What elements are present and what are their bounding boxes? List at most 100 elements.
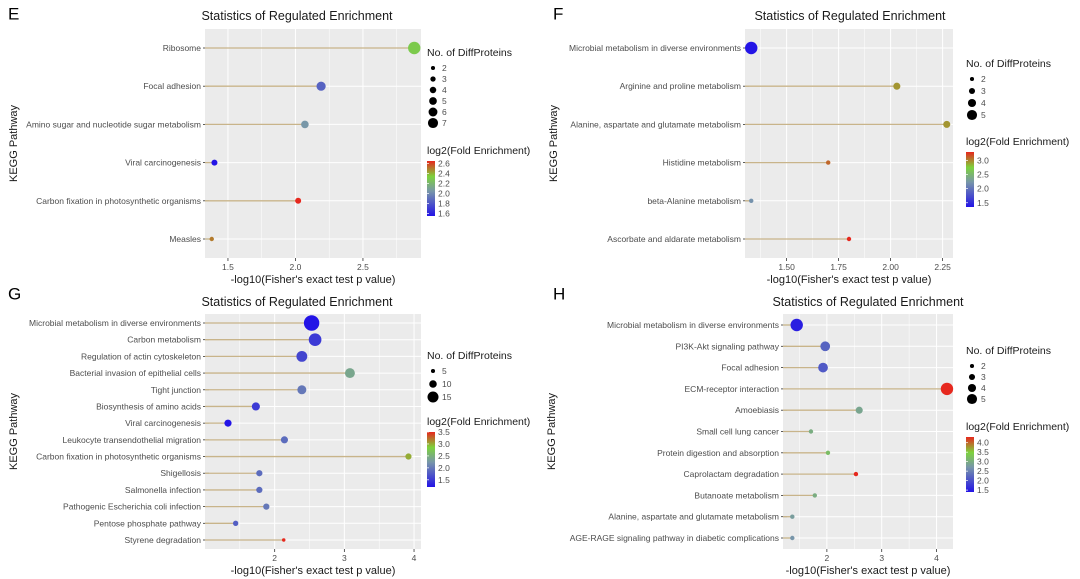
y-axis-label: KEGG Pathway	[548, 104, 560, 182]
size-legend-dot	[429, 86, 437, 94]
data-point	[224, 419, 232, 427]
color-legend-label: 1.5	[977, 198, 989, 208]
data-point	[251, 402, 260, 411]
data-point	[818, 362, 828, 373]
category-label: Shigellosis	[160, 468, 201, 478]
x-tick-label: 1.50	[778, 262, 795, 272]
size-legend-label: 3	[442, 74, 447, 84]
color-legend-label: 3.0	[438, 439, 450, 449]
plot-background	[745, 29, 953, 258]
color-legend-label: 1.8	[438, 199, 450, 209]
panel-F: F 1.50 1.75 2.00 2.25 Statistics of Regulated…	[548, 5, 1069, 287]
data-point	[296, 350, 308, 362]
x-tick-label: 4	[934, 553, 939, 563]
size-legend-title: No. of DiffProteins	[966, 58, 1051, 70]
category-label: Leukocyte transendothelial migration	[63, 435, 202, 445]
category-label: Ribosome	[163, 43, 202, 53]
size-legend-label: 5	[981, 394, 986, 404]
category-label: Pentose phosphate pathway	[94, 518, 202, 528]
size-legend-dot	[427, 117, 439, 129]
data-point	[232, 520, 239, 526]
category-label: Carbon metabolism	[127, 335, 201, 345]
color-legend-label: 1.5	[977, 485, 989, 495]
size-legend-label: 5	[981, 110, 986, 120]
size-legend-label: 4	[442, 85, 447, 95]
color-legend-label: 1.5	[438, 475, 450, 485]
panel-letter: F	[553, 5, 563, 24]
size-legend-dot	[429, 97, 437, 105]
color-legend-label: 2.5	[977, 466, 989, 476]
size-legend-label: 4	[981, 98, 986, 108]
category-label: Caprolactam degradation	[684, 469, 780, 479]
color-legend-label: 2.2	[438, 179, 450, 189]
size-legend-label: 3	[981, 86, 986, 96]
category-label: Amino sugar and nucleotide sugar metabol…	[26, 119, 201, 129]
data-point	[256, 486, 263, 494]
size-legend-dot	[969, 76, 975, 82]
color-legend-title: log2(Fold Enrichment)	[966, 421, 1069, 433]
x-tick-label: 2.25	[934, 262, 951, 272]
data-point	[825, 450, 831, 455]
category-label: Protein digestion and absorption	[657, 448, 779, 458]
chart-title: Statistics of Regulated Enrichment	[772, 295, 964, 309]
size-legend-title: No. of DiffProteins	[427, 47, 512, 59]
color-legend-label: 2.4	[438, 169, 450, 179]
category-label: Carbon fixation in photosynthetic organi…	[36, 452, 201, 462]
category-label: PI3K-Akt signaling pathway	[676, 341, 780, 351]
category-label: Alanine, aspartate and glutamate metabol…	[608, 512, 779, 522]
color-bar	[427, 161, 435, 216]
size-legend-label: 2	[981, 361, 986, 371]
size-legend-label: 15	[442, 392, 452, 402]
data-point	[295, 197, 302, 204]
x-tick-label: 2	[272, 553, 277, 563]
category-label: ECM-receptor interaction	[685, 384, 780, 394]
color-legend-title: log2(Fold Enrichment)	[427, 416, 530, 428]
x-axis-label: -log10(Fisher's exact test p value)	[786, 565, 951, 577]
size-legend-dot	[430, 368, 436, 374]
size-legend-label: 5	[442, 366, 447, 376]
x-tick-label: 1.5	[222, 262, 234, 272]
size-legend-label: 5	[442, 96, 447, 106]
size-legend-dot	[967, 383, 977, 393]
category-label: Focal adhesion	[721, 363, 779, 373]
size-legend-dot	[966, 109, 978, 121]
size-legend-title: No. of DiffProteins	[966, 345, 1051, 357]
panel-letter: E	[8, 5, 19, 24]
data-point	[826, 160, 831, 165]
data-point	[790, 514, 795, 519]
data-point	[211, 159, 218, 166]
x-tick-label: 1.75	[830, 262, 847, 272]
size-legend-label: 10	[442, 379, 452, 389]
size-legend-dot	[430, 76, 436, 82]
color-legend-label: 3.0	[977, 457, 989, 467]
category-label: Viral carcinogenesis	[125, 418, 201, 428]
color-legend-label: 1.6	[438, 209, 450, 219]
data-point	[408, 41, 421, 55]
size-legend-label: 2	[981, 74, 986, 84]
color-legend-label: 2.5	[977, 170, 989, 180]
data-point	[281, 538, 286, 542]
size-legend-dot	[430, 65, 436, 71]
category-label: Tight junction	[151, 385, 202, 395]
x-tick-label: 2.0	[290, 262, 302, 272]
size-legend-label: 2	[442, 63, 447, 73]
data-point	[820, 341, 831, 352]
size-legend-title: No. of DiffProteins	[427, 350, 512, 362]
color-legend-label: 3.5	[438, 427, 450, 437]
data-point	[316, 81, 326, 91]
category-label: Biosynthesis of amino acids	[96, 401, 201, 411]
category-label: Bacterial invasion of epithelial cells	[70, 368, 201, 378]
size-legend-label: 7	[442, 118, 447, 128]
color-legend-label: 2.0	[438, 463, 450, 473]
category-label: Pathogenic Escherichia coli infection	[63, 502, 201, 512]
data-point	[749, 198, 754, 203]
category-label: Styrene degradation	[124, 535, 201, 545]
data-point	[301, 120, 309, 129]
size-legend-dot	[968, 87, 976, 95]
color-legend-title: log2(Fold Enrichment)	[427, 145, 530, 157]
x-tick-label: 3	[879, 553, 884, 563]
y-axis-label: KEGG Pathway	[546, 392, 558, 470]
category-label: Viral carcinogenesis	[125, 158, 201, 168]
x-axis-label: -log10(Fisher's exact test p value)	[767, 274, 932, 286]
